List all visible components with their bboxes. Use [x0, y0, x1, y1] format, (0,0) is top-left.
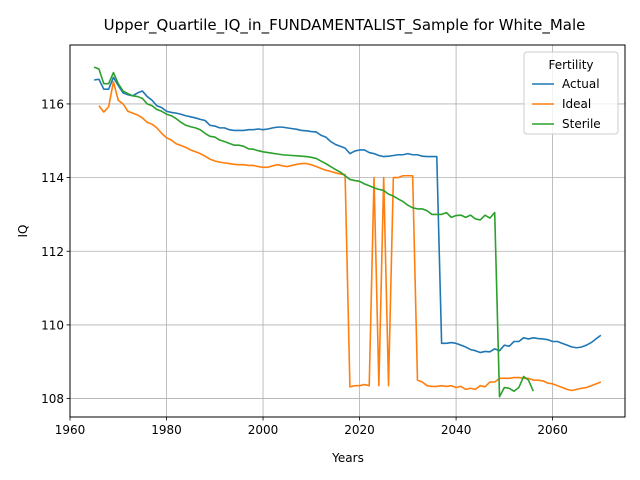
legend: Fertility Actual Ideal Sterile [523, 51, 619, 135]
legend-label-ideal: Ideal [562, 97, 591, 111]
x-tick-label: 2000 [248, 423, 279, 437]
legend-box [523, 51, 619, 135]
x-tick-label: 2020 [344, 423, 375, 437]
x-tick-label: 1980 [151, 423, 182, 437]
legend-label-actual: Actual [562, 77, 600, 91]
series-line-actual [94, 76, 602, 354]
y-tick-label: 114 [41, 171, 64, 185]
y-axis-label: IQ [16, 225, 30, 238]
series-line-ideal [98, 81, 602, 392]
legend-title: Fertility [548, 58, 593, 72]
plot-area-frame [69, 44, 626, 418]
y-tick-label: 110 [41, 318, 64, 332]
y-tick-label: 108 [41, 392, 64, 406]
x-tick-label: 2060 [537, 423, 568, 437]
legend-label-sterile: Sterile [562, 117, 601, 131]
plot-lines [93, 66, 602, 398]
x-axis-label: Years [331, 451, 364, 465]
chart-title: Upper_Quartile_IQ_in_FUNDAMENTALIST_Samp… [104, 16, 586, 35]
series-line-sterile [93, 66, 535, 398]
y-tick-label: 112 [41, 245, 64, 259]
x-tick-label: 2040 [441, 423, 472, 437]
x-tick-label: 1960 [55, 423, 86, 437]
y-axis: 108 110 112 114 116 [41, 97, 70, 406]
y-tick-label: 116 [41, 97, 64, 111]
x-axis: 1960 1980 2000 2020 2040 2060 [55, 417, 568, 437]
